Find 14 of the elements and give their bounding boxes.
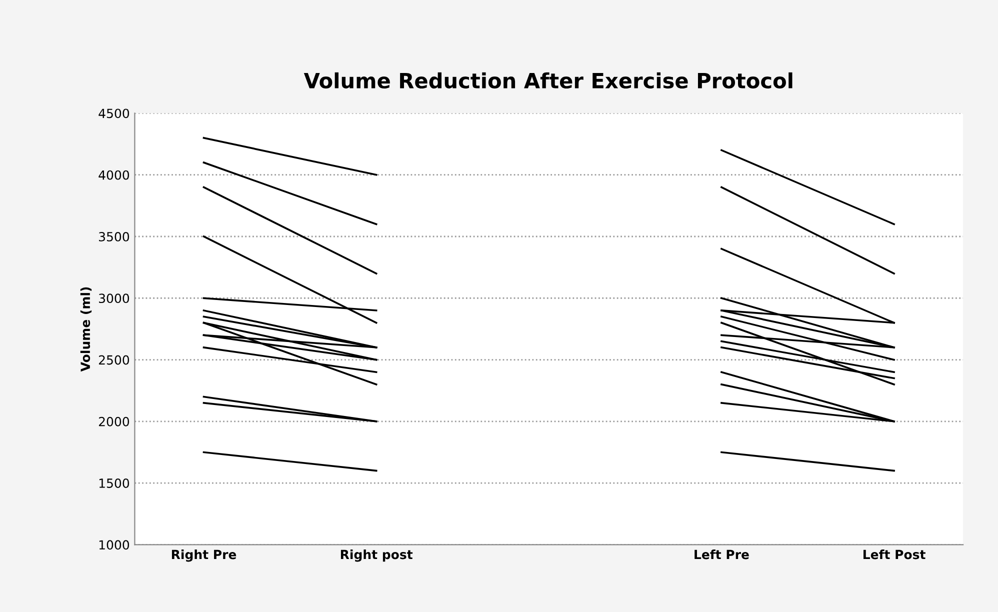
y-tick-label: 3500 — [99, 232, 130, 242]
y-tick-label: 1000 — [99, 540, 130, 550]
chart-title: Volume Reduction After Exercise Protocol — [304, 72, 792, 89]
y-tick-label: 1500 — [99, 478, 130, 488]
y-tick-label: 4500 — [98, 108, 130, 118]
y-tick-label: 2500 — [98, 355, 130, 365]
x-tick-label: Left Post — [864, 550, 926, 560]
x-tick-label: Right post — [340, 550, 413, 562]
y-tick-label: 3000 — [99, 294, 130, 304]
y-tick-label: 4000 — [98, 170, 130, 180]
y-axis-title: Volume (ml) — [80, 287, 92, 372]
y-tick-label: 2000 — [98, 416, 130, 426]
x-tick-label: Left Pre — [694, 550, 749, 560]
x-tick-label: Right Pre — [172, 550, 236, 562]
